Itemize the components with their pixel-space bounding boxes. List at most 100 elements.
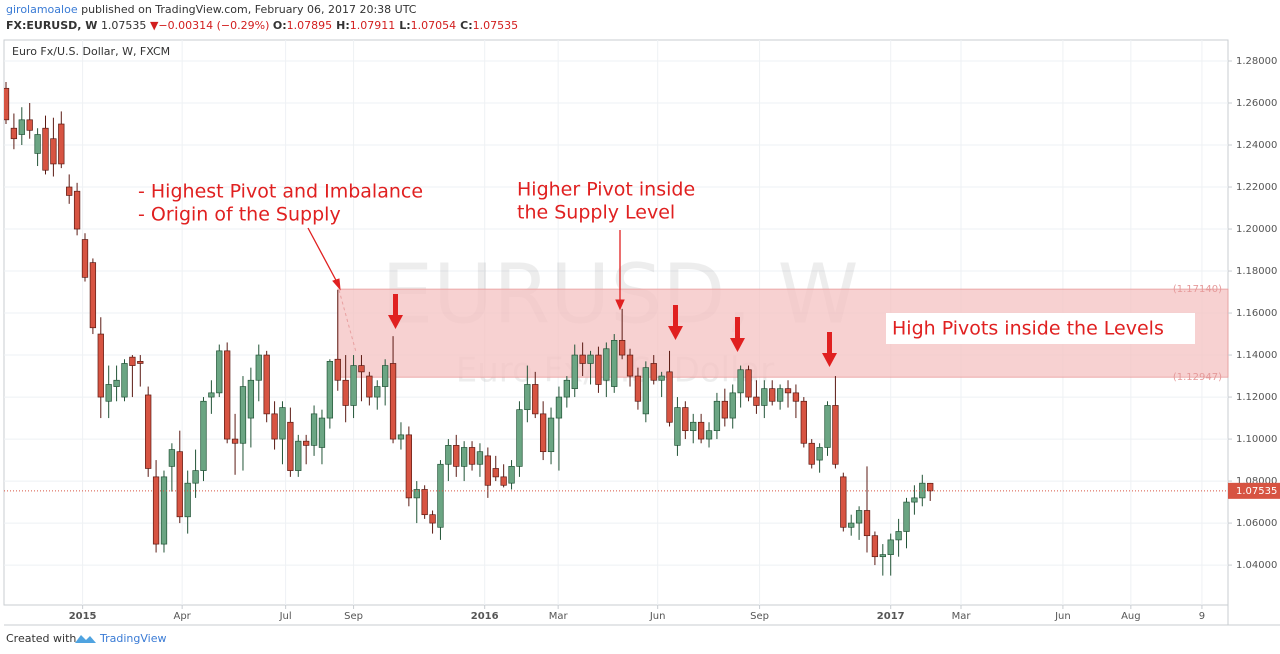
candle-body <box>137 361 144 364</box>
candle-body <box>650 363 657 381</box>
y-tick-label: 1.26000 <box>1236 98 1277 109</box>
candle-body <box>208 392 215 398</box>
y-tick-label: 1.28000 <box>1236 56 1277 67</box>
y-tick-label: 1.16000 <box>1236 308 1277 319</box>
candle-body <box>279 407 286 440</box>
candle-body <box>18 119 25 135</box>
candle-body <box>303 440 310 446</box>
candle-body <box>666 371 673 423</box>
candle-body <box>476 451 484 465</box>
candle-body <box>674 407 681 446</box>
candle-body <box>887 539 894 555</box>
candle-body <box>729 392 736 419</box>
arrow <box>388 294 403 329</box>
y-tick-label: 1.22000 <box>1236 182 1277 193</box>
annotation-shapes <box>307 227 837 367</box>
candle-body <box>397 434 405 440</box>
candle-body <box>152 476 160 545</box>
candle-body <box>168 449 176 467</box>
footer-brand[interactable]: TradingView <box>99 632 166 645</box>
candle-body <box>4 87 10 121</box>
annotation: - Highest Pivot and Imbalance <box>138 181 423 203</box>
author[interactable]: girolamoaloe <box>6 3 78 16</box>
candle-body <box>618 340 626 356</box>
ohlc-value: 1.07054 <box>410 19 457 32</box>
candle-body <box>200 400 207 471</box>
x-tick-label: 9 <box>1199 611 1205 622</box>
arrow <box>730 317 745 352</box>
candle-body <box>705 430 713 440</box>
candle-body <box>563 379 570 398</box>
last-price: 1.07535 <box>100 19 147 32</box>
candle-body <box>58 123 65 165</box>
zone-bottom-label: (1.12947) <box>1173 372 1222 383</box>
candle-body <box>34 134 41 154</box>
annotation: Higher Pivot inside <box>517 179 695 201</box>
candle-body <box>769 388 776 402</box>
candle-body <box>713 400 721 432</box>
axes: 1.04000 1.06000 1.08000 1.10000 1.12000 1.140… <box>4 56 1280 622</box>
candle-body <box>350 365 357 406</box>
candle-body <box>413 489 420 499</box>
x-tick-label: Jun <box>1054 611 1071 622</box>
candle-body <box>326 361 334 419</box>
candle-body <box>642 367 649 415</box>
candle-body <box>516 409 523 467</box>
candle-body <box>761 388 768 406</box>
candle-body <box>792 392 800 402</box>
candle-body <box>824 405 831 448</box>
candle-body <box>626 354 634 377</box>
candle-body <box>690 421 697 432</box>
candle-body <box>832 405 839 465</box>
candle-body <box>255 354 262 381</box>
candle-body <box>547 417 555 453</box>
candle-body <box>89 262 97 329</box>
candle-body <box>595 354 602 385</box>
candle-body <box>863 510 871 537</box>
candle-body <box>840 476 847 528</box>
symbol: FX:EURUSD, W <box>6 19 98 32</box>
x-tick-label: Jun <box>649 611 666 622</box>
ohlc-label: H: <box>336 19 350 32</box>
candle-body <box>192 470 199 484</box>
arrow <box>668 305 683 340</box>
candle-body <box>73 190 81 230</box>
candle-body <box>611 340 618 387</box>
y-tick-label: 1.06000 <box>1236 518 1277 529</box>
logo <box>75 635 96 643</box>
annotations: - Highest Pivot and Imbalance- Origin of… <box>138 179 1164 340</box>
candle-body <box>871 535 879 558</box>
candle-body <box>405 434 413 499</box>
candle-body <box>895 531 902 541</box>
ohlc-label: L: <box>399 19 411 32</box>
candle-body <box>911 497 918 503</box>
candle-body <box>539 413 547 453</box>
footer: Created with TradingView <box>6 632 166 645</box>
candle-body <box>389 363 397 440</box>
candle-body <box>879 554 886 558</box>
ohlc-value: 1.07895 <box>286 19 333 32</box>
candle-body <box>697 421 705 440</box>
y-tick-label: 1.08000 <box>1236 476 1277 487</box>
candle-body <box>287 421 294 471</box>
candle-body <box>603 348 610 381</box>
candle-body <box>342 379 349 406</box>
price-tag-label: 1.07535 <box>1236 486 1277 497</box>
candles <box>4 82 934 576</box>
candle-body <box>366 375 373 398</box>
y-tick-label: 1.14000 <box>1236 350 1277 361</box>
candle-body <box>468 447 476 465</box>
candle-body <box>784 388 792 394</box>
candle-body <box>745 369 752 398</box>
candle-body <box>310 413 318 446</box>
candle-body <box>231 438 239 444</box>
candle-body <box>81 239 89 278</box>
candle-body <box>216 350 223 394</box>
candle-body <box>808 442 815 465</box>
candle-body <box>524 384 531 411</box>
y-tick-label: 1.24000 <box>1236 140 1277 151</box>
header: girolamoaloe published on TradingView.co… <box>6 2 522 34</box>
candle-body <box>587 354 594 364</box>
candle-body <box>176 451 183 518</box>
